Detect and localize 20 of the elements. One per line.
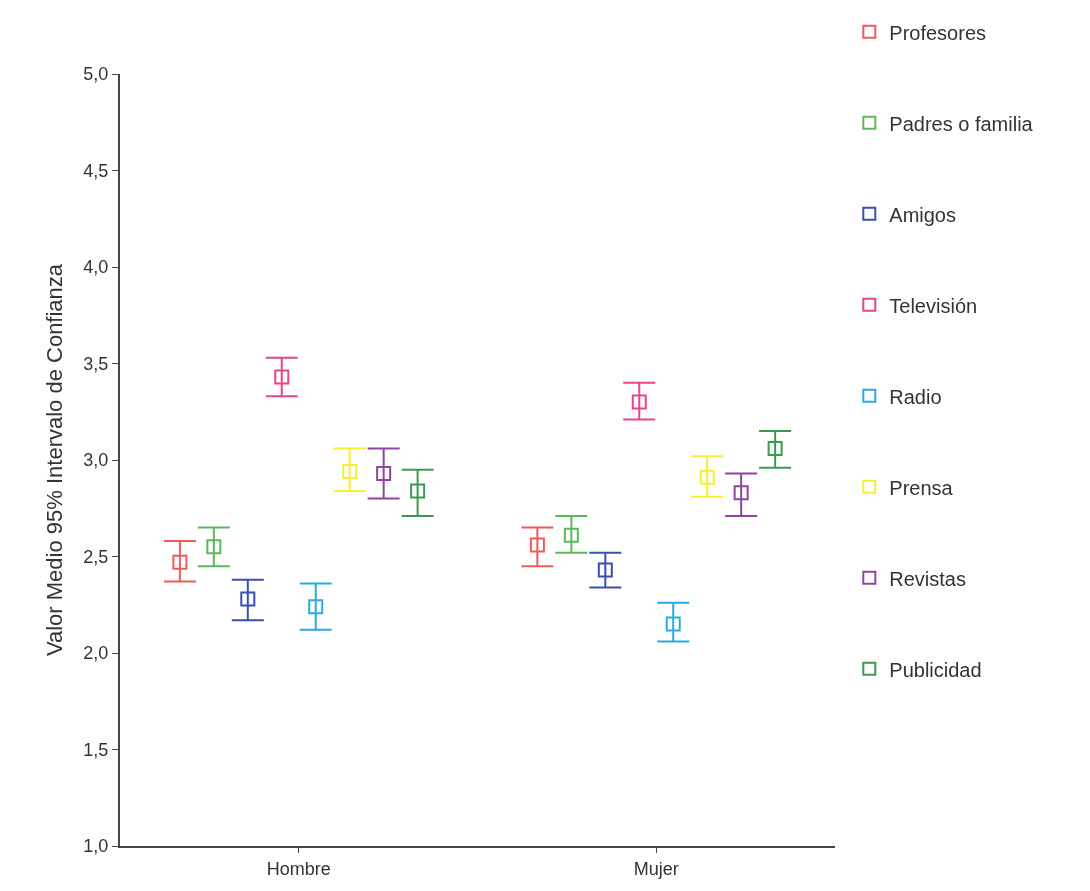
legend-label: Publicidad [889,658,982,681]
legend-label: Profesores [889,21,987,44]
y-tick-label: 4,5 [83,160,109,181]
legend-label: Televisión [889,294,978,317]
y-tick-label: 2,5 [83,546,109,567]
legend-label: Radio [889,385,942,408]
y-tick-label: 1,0 [83,836,109,857]
x-tick-label: Mujer [633,858,679,879]
legend-label: Revistas [889,567,966,590]
y-tick-label: 3,5 [83,353,109,374]
y-tick-label: 2,0 [83,643,109,664]
legend-label: Amigos [889,203,956,226]
x-tick-label: Hombre [266,858,331,879]
y-tick-label: 3,0 [83,450,109,471]
y-tick-label: 1,5 [83,739,109,760]
legend-label: Prensa [889,476,954,499]
y-tick-label: 5,0 [83,64,109,85]
y-axis-title: Valor Medio 95% Intervalo de Confianza [41,263,67,657]
legend-label: Padres o familia [889,112,1034,135]
y-tick-label: 4,0 [83,257,109,278]
